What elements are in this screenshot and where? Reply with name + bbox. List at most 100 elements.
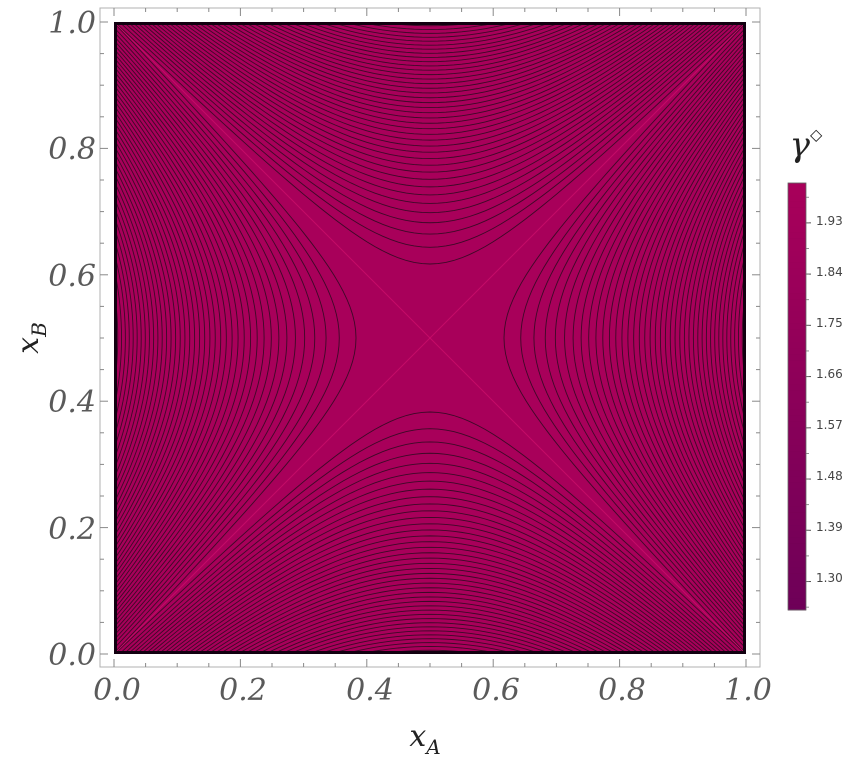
contour-line-33 bbox=[114, 56, 272, 620]
colorbar-stripe-35 bbox=[788, 390, 806, 397]
colorbar-stripe-37 bbox=[788, 378, 806, 385]
contour-line-34 bbox=[148, 22, 712, 180]
contour-line-122 bbox=[271, 22, 589, 63]
contour-line-92 bbox=[674, 132, 746, 544]
contour-line-51 bbox=[167, 523, 693, 654]
contour-line-4 bbox=[520, 26, 746, 650]
contour-line-125 bbox=[114, 187, 150, 489]
colorbar-stripe-10 bbox=[788, 542, 806, 550]
colorbar-stripe-61 bbox=[788, 231, 806, 239]
colorbar-stripe-29 bbox=[788, 427, 806, 434]
colorbar-stripe-1 bbox=[788, 597, 806, 605]
colorbar-stripe-8 bbox=[788, 555, 806, 562]
contour-line-8 bbox=[533, 31, 746, 645]
contour-line-109 bbox=[114, 157, 168, 519]
contour-line-77 bbox=[114, 109, 206, 567]
colorbar-stripe-38 bbox=[788, 372, 806, 379]
contour-line-30 bbox=[144, 22, 716, 188]
contour-line-126 bbox=[279, 22, 581, 58]
colorbar-stripe-67 bbox=[788, 195, 806, 202]
colorbar-stripe-54 bbox=[788, 274, 806, 282]
contour-line-40 bbox=[602, 65, 746, 611]
contour-line-58 bbox=[176, 22, 684, 141]
contour-line-79 bbox=[201, 562, 659, 654]
contour-line-55 bbox=[171, 529, 689, 654]
contour-line-137 bbox=[114, 214, 138, 462]
contour-line-129 bbox=[114, 196, 146, 480]
contour-line-6 bbox=[118, 22, 742, 248]
colorbar-stripe-0 bbox=[788, 603, 806, 611]
colorbar-tick-label-0: 1.30 bbox=[816, 571, 843, 585]
colorbar-stripe-58 bbox=[788, 250, 806, 257]
contour-line-113 bbox=[114, 164, 163, 512]
contour-line-35 bbox=[148, 496, 712, 654]
contour-line-151 bbox=[342, 642, 518, 654]
colorbar-stripe-46 bbox=[788, 323, 806, 330]
contour-line-153 bbox=[114, 265, 122, 411]
contour-line-96 bbox=[679, 138, 746, 538]
contour-line-155 bbox=[357, 646, 503, 654]
contour-line-80 bbox=[659, 115, 746, 561]
contour-line-90 bbox=[218, 22, 642, 99]
contour-line-131 bbox=[288, 622, 572, 654]
colorbar-stripe-27 bbox=[788, 439, 806, 446]
x-tick-label-3: 0.6 bbox=[472, 673, 520, 708]
colorbar-stripe-44 bbox=[788, 335, 806, 343]
contour-line-47 bbox=[162, 516, 698, 654]
x-tick-label-0: 0.0 bbox=[93, 673, 141, 708]
contour-line-37 bbox=[114, 61, 265, 615]
contour-line-59 bbox=[176, 535, 684, 654]
colorbar-stripe-33 bbox=[788, 402, 806, 410]
contour-line-65 bbox=[114, 94, 222, 582]
contour-line-142 bbox=[317, 22, 543, 42]
contour-line-152 bbox=[738, 265, 746, 411]
colorbar-stripe-45 bbox=[788, 329, 806, 336]
contour-line-88 bbox=[669, 126, 746, 550]
contour-line-66 bbox=[186, 22, 674, 130]
contour-line-64 bbox=[638, 94, 746, 582]
colorbar-stripe-30 bbox=[788, 420, 806, 428]
contour-line-56 bbox=[627, 84, 746, 592]
contour-line-85 bbox=[114, 120, 196, 556]
x-axis-title-main: x bbox=[409, 719, 426, 754]
contour-line-62 bbox=[181, 22, 679, 135]
colorbar-stripe-28 bbox=[788, 433, 806, 440]
contour-line-132 bbox=[718, 205, 746, 471]
contour-line-117 bbox=[114, 172, 159, 504]
contour-line-145 bbox=[114, 236, 130, 440]
contour-line-150 bbox=[342, 22, 518, 34]
colorbar-stripe-16 bbox=[788, 506, 806, 513]
contour-line-68 bbox=[644, 99, 746, 577]
contour-line-93 bbox=[114, 132, 186, 544]
colorbar-stripe-48 bbox=[788, 311, 806, 318]
contour-line-39 bbox=[153, 503, 707, 654]
contour-line-46 bbox=[162, 22, 698, 160]
colorbar-stripe-22 bbox=[788, 469, 806, 477]
contour-line-11 bbox=[123, 441, 737, 654]
contour-line-60 bbox=[633, 89, 746, 587]
colorbar-tick-label-3: 1.57 bbox=[816, 418, 843, 432]
contour-line-134 bbox=[297, 22, 563, 50]
contour-line-135 bbox=[297, 626, 563, 654]
colorbar-stripe-49 bbox=[788, 305, 806, 312]
colorbar-stripe-34 bbox=[788, 396, 806, 404]
contour-line-100 bbox=[683, 144, 746, 532]
colorbar-stripe-50 bbox=[788, 298, 806, 306]
contour-line-14 bbox=[127, 22, 733, 224]
colorbar-title-sup: ◇ bbox=[810, 125, 823, 144]
contour-line-49 bbox=[114, 75, 245, 601]
contour-line-121 bbox=[114, 179, 155, 497]
contour-line-116 bbox=[701, 172, 746, 504]
x-tick-label-1: 0.2 bbox=[219, 673, 267, 708]
x-axis-title: xA bbox=[409, 719, 440, 759]
contour-line-53 bbox=[114, 79, 239, 597]
colorbar-stripe-41 bbox=[788, 353, 806, 361]
colorbar-stripe-4 bbox=[788, 579, 806, 587]
colorbar-stripe-40 bbox=[788, 359, 806, 367]
colorbar-stripe-31 bbox=[788, 414, 806, 422]
contour-line-36 bbox=[595, 61, 746, 615]
colorbar-stripe-24 bbox=[788, 457, 806, 465]
y-tick-label-1: 0.2 bbox=[48, 512, 96, 547]
contour-line-20 bbox=[564, 43, 746, 633]
contour-line-72 bbox=[649, 104, 746, 572]
